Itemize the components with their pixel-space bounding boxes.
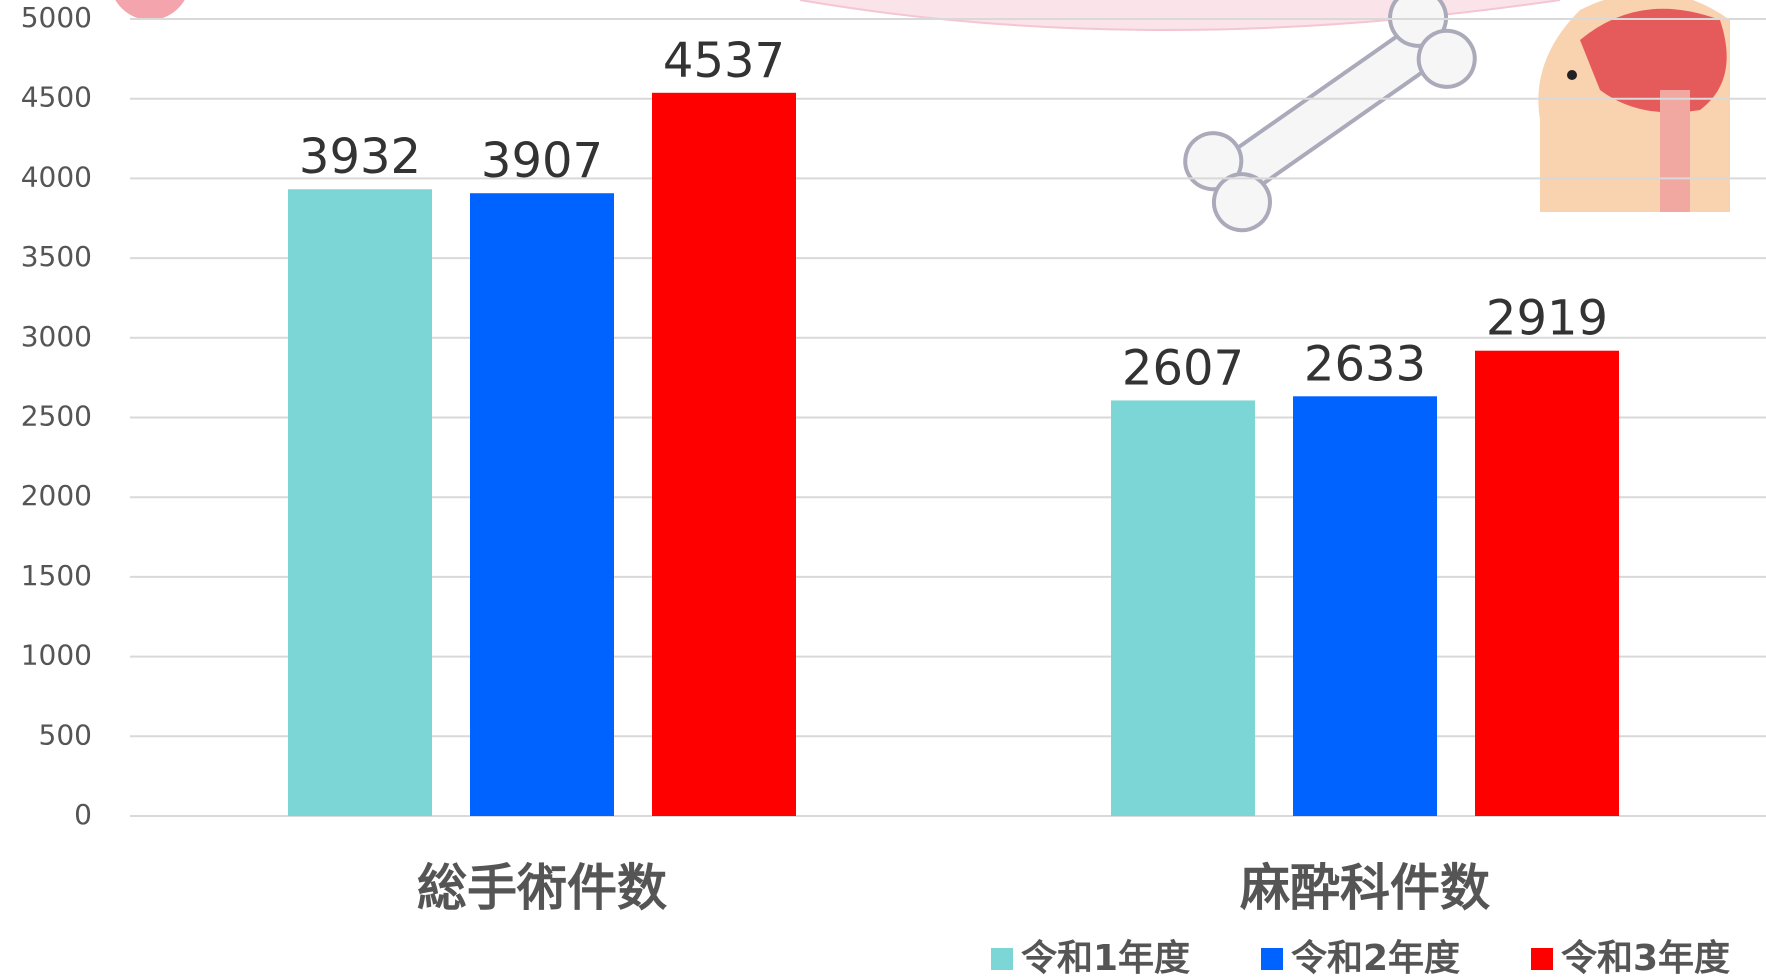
value-label: 2633 [1304,336,1426,392]
bar [470,193,614,816]
value-label: 4537 [663,33,785,89]
y-tick-label: 3500 [21,240,92,273]
y-tick-label: 0 [74,798,92,831]
value-label: 2607 [1122,340,1244,396]
bar [288,189,432,816]
y-tick-label: 500 [39,718,92,751]
y-tick-label: 3000 [21,320,92,353]
value-label: 3932 [299,129,421,185]
legend-label: 令和1年度 [1021,938,1190,979]
legend-label: 令和3年度 [1561,938,1730,979]
legend-swatch [991,948,1013,970]
y-tick-label: 2500 [21,400,92,433]
value-label: 3907 [481,133,603,189]
chart: 0 500 1000 1500 2000 2500 3000 3500 4000 4500 5000… [0,0,1766,979]
y-tick-label: 4000 [21,160,92,193]
legend-swatch [1261,948,1283,970]
bar [652,93,796,816]
bar [1293,396,1437,816]
x-tick-label: 総手術件数 [417,859,667,917]
y-tick-label: 1500 [21,559,92,592]
y-tick-label: 5000 [21,1,92,34]
y-tick-label: 1000 [21,639,92,672]
y-tick-label: 4500 [21,81,92,114]
bar [1111,400,1255,816]
legend-label: 令和2年度 [1291,938,1460,979]
value-label: 2919 [1486,291,1608,347]
y-tick-label: 2000 [21,479,92,512]
x-tick-label: 麻酔科件数 [1240,859,1490,917]
legend-swatch [1531,948,1553,970]
bar [1475,351,1619,816]
